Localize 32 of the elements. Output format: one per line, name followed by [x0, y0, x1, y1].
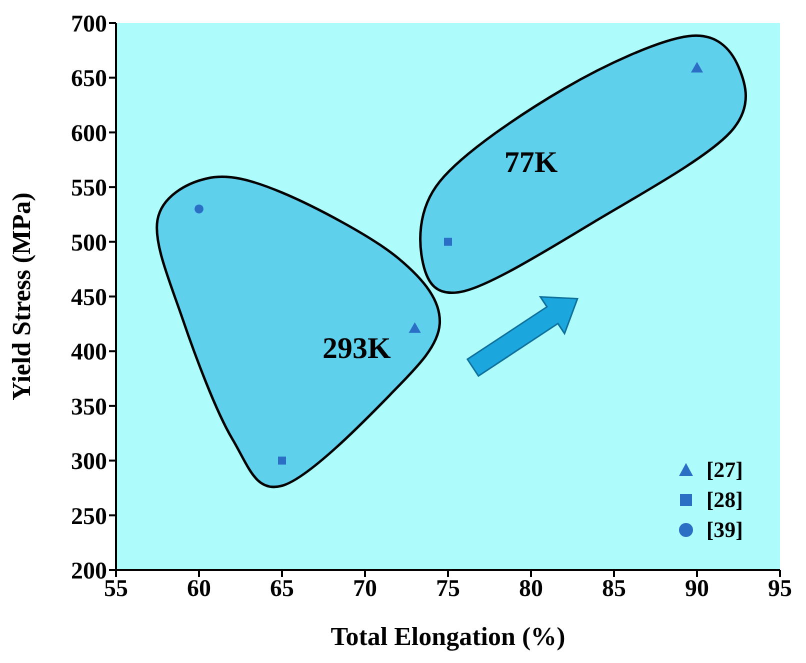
y-tick-label: 550 — [71, 176, 107, 202]
x-tick-label: 65 — [270, 576, 294, 602]
y-tick-label: 650 — [71, 66, 107, 92]
legend-label: [39] — [706, 516, 743, 544]
y-tick-label: 600 — [71, 120, 107, 147]
point — [408, 322, 421, 333]
y-tick-label: 700 — [71, 12, 107, 38]
y-tick-label: 200 — [71, 558, 107, 585]
y-tick-label: 400 — [71, 340, 107, 366]
x-tick-label: 80 — [519, 576, 543, 602]
y-tick-label: 250 — [71, 504, 107, 530]
x-tick-label: 70 — [353, 576, 377, 602]
point — [444, 238, 452, 246]
x-tick-label: 75 — [436, 576, 460, 602]
point — [194, 204, 204, 214]
legend-label: [28] — [706, 486, 743, 514]
y-tick-label: 500 — [71, 230, 107, 256]
x-tick-label: 90 — [685, 576, 709, 602]
x-axis-title: Total Elongation (%) — [330, 622, 566, 651]
x-tick-label: 95 — [768, 576, 792, 602]
legend-label: [27] — [706, 456, 743, 484]
annotation: 77K — [504, 146, 558, 180]
point — [278, 456, 286, 465]
x-tick-label: 85 — [602, 576, 626, 602]
y-tick-label: 350 — [71, 394, 107, 420]
y-axis-title: Yield Stress (MPa) — [7, 192, 36, 400]
y-tick-label: 450 — [71, 285, 107, 312]
annotation: 293K — [322, 332, 392, 366]
x-tick-label: 60 — [187, 576, 211, 602]
point — [690, 62, 704, 72]
y-tick-label: 300 — [71, 449, 107, 476]
x-tick-label: 55 — [104, 576, 128, 602]
